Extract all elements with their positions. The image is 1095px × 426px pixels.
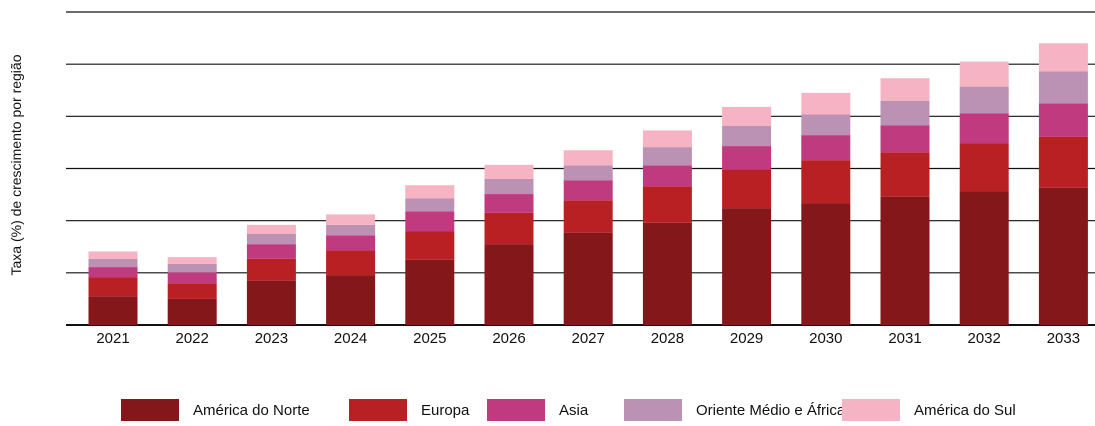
bar-segment-2026-series-2 — [484, 194, 534, 213]
bar-segment-2021-series-4 — [88, 251, 138, 259]
legend-item: América do Sul — [842, 398, 1016, 422]
bar-segment-2022-series-0 — [167, 298, 217, 325]
bars — [88, 43, 1088, 325]
legend-swatch — [487, 399, 545, 421]
bar-segment-2026-series-3 — [484, 178, 534, 195]
bar-segment-2032-series-0 — [959, 191, 1009, 325]
bar-segment-2024-series-3 — [326, 224, 376, 236]
bar-segment-2032-series-3 — [959, 86, 1009, 114]
bar-segment-2028-series-1 — [642, 186, 692, 223]
x-tick-label: 2027 — [572, 330, 605, 347]
bar-segment-2022-series-2 — [167, 272, 217, 284]
bar-segment-2027-series-1 — [563, 200, 613, 233]
bar-segment-2027-series-3 — [563, 165, 613, 181]
legend-label: Oriente Médio e África — [696, 401, 846, 419]
bar-segment-2031-series-2 — [880, 125, 930, 153]
bar-segment-2025-series-1 — [405, 231, 455, 260]
bar-segment-2030-series-4 — [801, 92, 851, 115]
bar-segment-2021-series-0 — [88, 296, 138, 325]
x-tick-label: 2028 — [651, 330, 684, 347]
legend-swatch — [121, 399, 179, 421]
legend-swatch — [842, 399, 900, 421]
legend-item: Asia — [487, 398, 588, 422]
legend-label: América do Sul — [914, 401, 1016, 419]
bar-segment-2024-series-0 — [326, 275, 376, 325]
legend-item: América do Norte — [121, 398, 310, 422]
bar-segment-2031-series-1 — [880, 152, 930, 197]
x-tick-label: 2021 — [96, 330, 129, 347]
bar-segment-2031-series-3 — [880, 100, 930, 126]
bar-segment-2027-series-4 — [563, 150, 613, 166]
bar-segment-2023-series-3 — [246, 233, 296, 245]
bar-segment-2033-series-2 — [1038, 103, 1088, 137]
bar-segment-2027-series-0 — [563, 232, 613, 325]
bar-segment-2031-series-4 — [880, 78, 930, 101]
legend-label: América do Norte — [193, 401, 310, 419]
x-tick-label: 2022 — [176, 330, 209, 347]
bar-segment-2033-series-1 — [1038, 136, 1088, 188]
bar-segment-2033-series-3 — [1038, 71, 1088, 104]
bar-segment-2025-series-0 — [405, 259, 455, 325]
bar-segment-2026-series-1 — [484, 212, 534, 245]
bar-segment-2022-series-1 — [167, 283, 217, 299]
bar-segment-2029-series-3 — [722, 125, 772, 147]
bar-segment-2022-series-4 — [167, 257, 217, 264]
bar-segment-2028-series-2 — [642, 165, 692, 187]
bar-segment-2033-series-4 — [1038, 43, 1088, 72]
bar-segment-2024-series-1 — [326, 250, 376, 276]
x-tick-label: 2026 — [492, 330, 525, 347]
bar-segment-2029-series-4 — [722, 106, 772, 126]
x-tick-label: 2025 — [413, 330, 446, 347]
stacked-bar-chart: 2021 2022 2023 2024 2025 2026 2027 2028 2029 2030… — [8, 11, 1095, 347]
bar-segment-2022-series-3 — [167, 263, 217, 273]
bar-segment-2032-series-1 — [959, 143, 1009, 192]
bar-segment-2023-series-2 — [246, 244, 296, 259]
bar-segment-2026-series-4 — [484, 164, 534, 179]
bar-segment-2028-series-4 — [642, 130, 692, 148]
x-tick-label: 2029 — [730, 330, 763, 347]
bar-segment-2028-series-0 — [642, 222, 692, 325]
bar-segment-2029-series-1 — [722, 169, 772, 209]
bar-segment-2023-series-4 — [246, 224, 296, 234]
bar-segment-2021-series-2 — [88, 267, 138, 278]
bar-segment-2029-series-0 — [722, 208, 772, 325]
bar-segment-2025-series-3 — [405, 198, 455, 212]
bar-segment-2025-series-4 — [405, 185, 455, 199]
bar-segment-2030-series-3 — [801, 114, 851, 136]
x-tick-label: 2023 — [255, 330, 288, 347]
legend-item: Europa — [349, 398, 469, 422]
bar-segment-2033-series-0 — [1038, 187, 1088, 325]
bar-segment-2032-series-4 — [959, 61, 1009, 87]
bar-segment-2023-series-1 — [246, 258, 296, 281]
legend-swatch — [349, 399, 407, 421]
legend: América do Norte Europa Asia Oriente Médio … — [0, 398, 1095, 426]
bar-segment-2024-series-2 — [326, 235, 376, 251]
bar-segment-2028-series-3 — [642, 147, 692, 166]
bar-segment-2030-series-1 — [801, 160, 851, 204]
y-axis-title: Taxa (%) de crescimento por região — [8, 54, 24, 275]
x-tick-labels: 2021 2022 2023 2024 2025 2026 2027 2028 2029 2030… — [96, 330, 1080, 347]
x-tick-label: 2033 — [1047, 330, 1080, 347]
bar-segment-2029-series-2 — [722, 146, 772, 170]
bar-segment-2021-series-3 — [88, 258, 138, 268]
bar-segment-2023-series-0 — [246, 280, 296, 325]
x-tick-label: 2031 — [888, 330, 921, 347]
legend-swatch — [624, 399, 682, 421]
legend-label: Asia — [559, 401, 589, 419]
bar-segment-2024-series-4 — [326, 214, 376, 225]
bar-segment-2031-series-0 — [880, 196, 930, 325]
bar-segment-2026-series-0 — [484, 244, 534, 325]
x-tick-label: 2032 — [968, 330, 1001, 347]
legend-label: Europa — [421, 401, 470, 419]
bar-segment-2021-series-1 — [88, 277, 138, 297]
bar-segment-2030-series-2 — [801, 135, 851, 161]
bar-segment-2025-series-2 — [405, 211, 455, 232]
bar-segment-2032-series-2 — [959, 113, 1009, 144]
legend-item: Oriente Médio e África — [624, 398, 845, 422]
bar-segment-2027-series-2 — [563, 180, 613, 201]
x-tick-label: 2030 — [809, 330, 842, 347]
bar-segment-2030-series-0 — [801, 203, 851, 325]
x-tick-label: 2024 — [334, 330, 367, 347]
